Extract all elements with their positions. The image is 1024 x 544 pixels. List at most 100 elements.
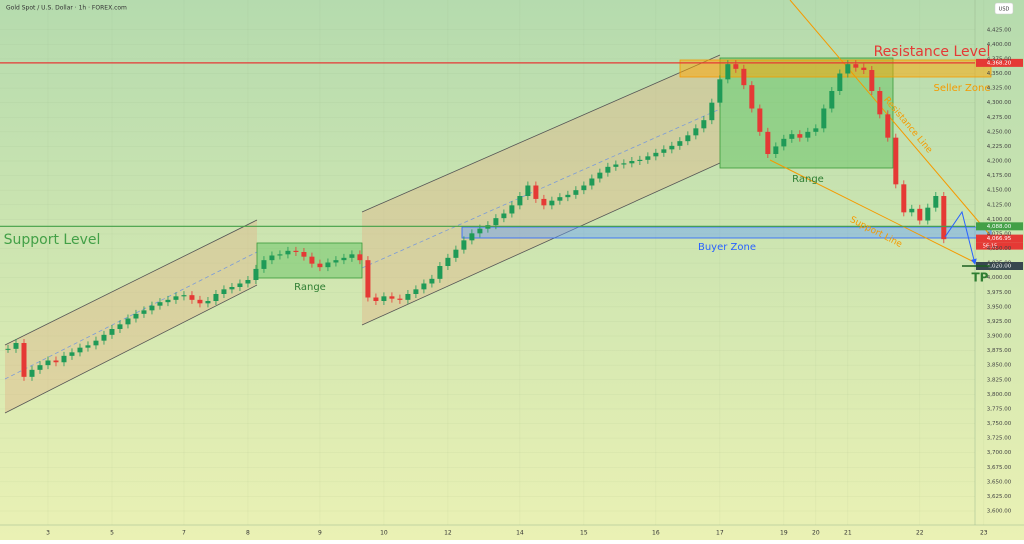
header: Gold Spot / U.S. Dollar · 1h · FOREX.com	[6, 5, 127, 12]
y-tick-label: 4,125.00	[987, 202, 1012, 208]
candle-body	[765, 131, 771, 154]
x-tick-label: 7	[182, 530, 186, 537]
candle-body	[293, 250, 299, 252]
candle-body	[581, 185, 587, 191]
y-tick-label: 4,075.00	[987, 231, 1012, 237]
candle-body	[621, 163, 627, 165]
x-tick-label: 12	[444, 530, 452, 537]
candle-body	[645, 156, 651, 160]
candle-body	[501, 213, 507, 219]
candle-body	[197, 299, 203, 304]
candle-body	[605, 166, 611, 173]
candle-body	[629, 161, 635, 164]
candle-body	[525, 185, 531, 196]
candle-body	[397, 298, 403, 300]
candle-body	[405, 294, 411, 300]
candle-body	[333, 260, 339, 263]
candle-body	[85, 345, 91, 348]
candle-body	[589, 178, 595, 186]
candle-body	[365, 260, 371, 298]
candle-body	[133, 313, 139, 319]
projection-arrow	[944, 210, 977, 265]
candle-body	[157, 302, 163, 306]
annotation: TP	[972, 271, 989, 285]
candle-body	[597, 172, 603, 179]
candle-body	[637, 159, 643, 161]
y-tick-label: 3,800.00	[987, 392, 1012, 398]
candle-body	[805, 131, 811, 138]
candle-body	[165, 299, 171, 303]
candle-body	[541, 198, 547, 206]
candle-body	[669, 145, 675, 150]
candle-body	[837, 73, 843, 91]
y-tick-label: 4,100.00	[987, 217, 1012, 223]
y-tick-label: 3,925.00	[987, 319, 1012, 325]
candle-body	[533, 185, 539, 199]
grid	[0, 0, 985, 525]
annotation: Range	[294, 282, 326, 293]
y-tick-label: 4,225.00	[987, 144, 1012, 150]
candle-body	[925, 207, 931, 221]
candle-body	[341, 257, 347, 261]
channel	[5, 220, 257, 413]
countdown-box	[976, 242, 1023, 250]
y-tick-label: 4,025.00	[987, 261, 1012, 267]
y-tick-label: 3,850.00	[987, 363, 1012, 369]
price-flag-label: 4,088.00	[987, 224, 1012, 230]
candle-body	[861, 67, 867, 70]
annotation: Resistance Level	[874, 44, 991, 60]
candle-body	[613, 164, 619, 167]
y-tick-label: 3,775.00	[987, 406, 1012, 412]
candle-body	[693, 128, 699, 136]
annotation: Support Level	[4, 232, 101, 248]
candle-body	[109, 329, 115, 335]
currency-box[interactable]	[994, 2, 1014, 15]
y-tick-label: 3,700.00	[987, 450, 1012, 456]
y-tick-label: 4,175.00	[987, 173, 1012, 179]
candle-body	[269, 255, 275, 261]
candle-body	[61, 355, 67, 363]
candle-body	[181, 295, 187, 297]
y-tick-label: 3,950.00	[987, 304, 1012, 310]
x-tick-label: 14	[516, 530, 524, 537]
annotation: Seller Zone	[934, 83, 991, 94]
y-tick-label: 4,150.00	[987, 188, 1012, 194]
y-tick-label: 4,250.00	[987, 129, 1012, 135]
candle-body	[757, 108, 763, 132]
candle-body	[53, 360, 59, 363]
candle-body	[437, 266, 443, 279]
candle-body	[45, 360, 51, 366]
candle-body	[813, 128, 819, 132]
candle-body	[709, 102, 715, 121]
candle-body	[213, 294, 219, 301]
channel	[362, 55, 720, 325]
y-tick-label: 3,975.00	[987, 290, 1012, 296]
annotation: Buyer Zone	[698, 242, 756, 253]
candle-body	[229, 287, 235, 290]
candle-body	[685, 135, 691, 142]
x-tick-label: 20	[812, 530, 820, 537]
y-tick-label: 4,000.00	[987, 275, 1012, 281]
y-tick-label: 4,200.00	[987, 159, 1012, 165]
candle-body	[461, 240, 467, 250]
support-line	[769, 159, 991, 271]
x-tick-label: 5	[110, 530, 114, 537]
y-tick-label: 3,750.00	[987, 421, 1012, 427]
candle-body	[173, 296, 179, 300]
y-tick-label: 3,625.00	[987, 494, 1012, 500]
candle-body	[901, 184, 907, 213]
channel-mid	[361, 108, 721, 269]
x-tick-label: 15	[580, 530, 588, 537]
candle-body	[741, 68, 747, 86]
levels: 4,368.20 4,088.00 4,066.95 4,020.00 56:15	[0, 58, 1023, 270]
candle-body	[877, 91, 883, 115]
candle-body	[189, 295, 195, 300]
x-tick-label: 3	[46, 530, 50, 537]
price-flag	[976, 234, 1023, 243]
candle-body	[29, 369, 35, 377]
candle-body	[653, 152, 659, 157]
candle-body	[789, 134, 795, 139]
candle-body	[237, 283, 243, 287]
candle-body	[357, 254, 363, 261]
